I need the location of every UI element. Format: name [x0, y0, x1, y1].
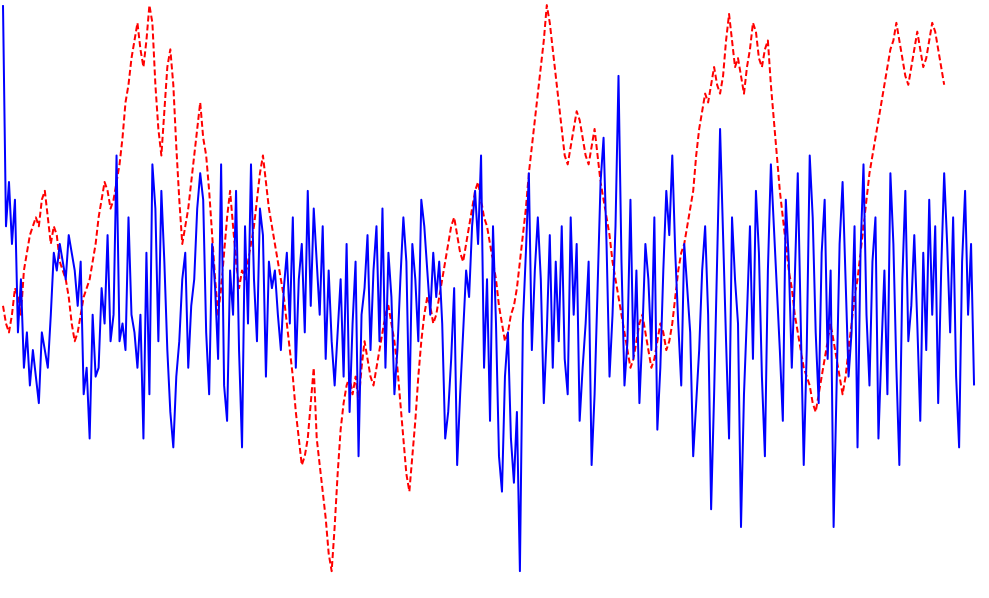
series-layer [2, 4, 976, 573]
series-line-red-dashed [2, 4, 946, 573]
series-line-blue-solid [2, 5, 976, 573]
